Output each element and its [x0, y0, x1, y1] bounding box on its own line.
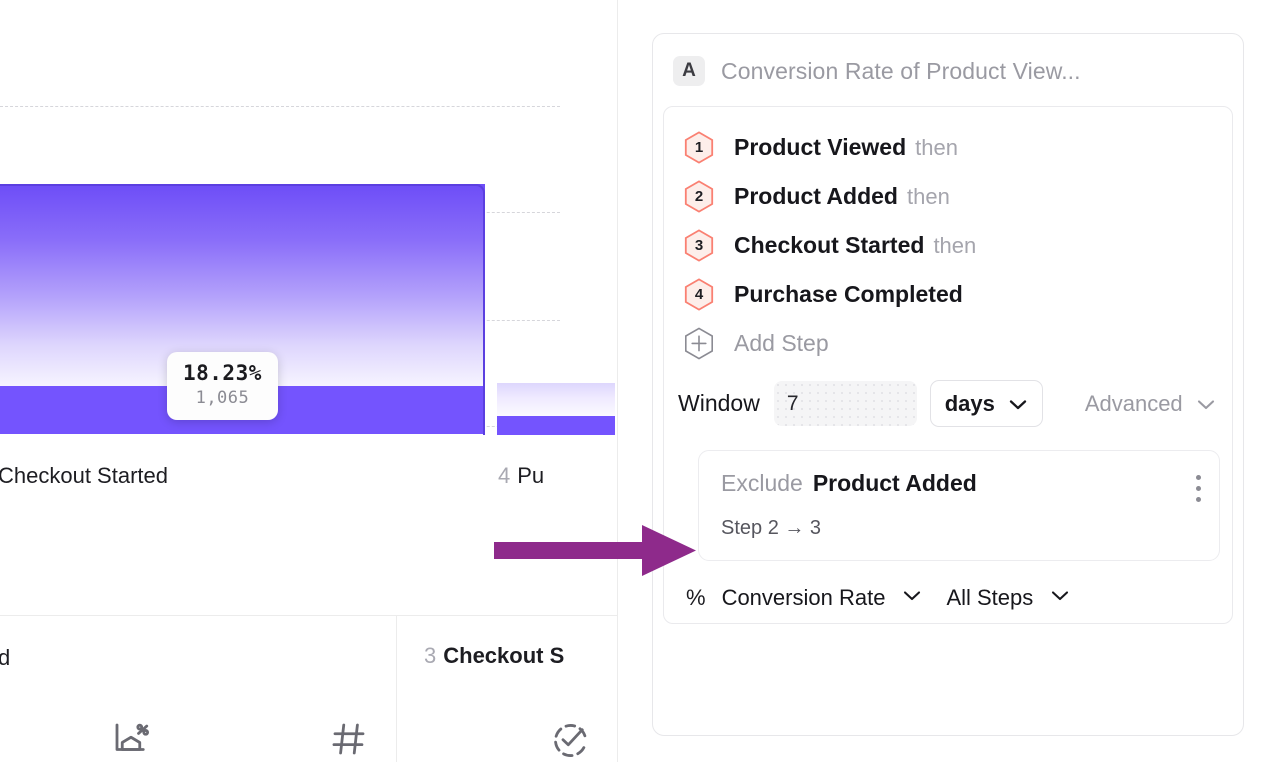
scope-select-label[interactable]: All Steps [946, 585, 1034, 610]
step-label-wrap: Checkout Started then [734, 232, 976, 259]
circle-check-icon[interactable] [549, 718, 591, 762]
advanced-toggle[interactable]: Advanced [1085, 391, 1216, 417]
lower-axis-label-checkout: 3 Checkout S [424, 643, 564, 669]
bar-gradient-body [497, 383, 615, 416]
step-number-hexagon-icon: 2 [684, 180, 714, 213]
window-unit-label: days [944, 390, 995, 416]
panel-divider [396, 615, 397, 762]
lower-axis-label-partial: d [0, 645, 10, 671]
funnel-step-1[interactable]: 1 Product Viewed then [664, 123, 1232, 172]
exclude-rule-header: Exclude Product Added [721, 470, 1200, 497]
tooltip-value: 18.23% [183, 361, 262, 385]
window-label: Window [678, 390, 760, 416]
exclude-rule-range: Step 2 → 3 [721, 517, 822, 539]
axis-label-text: Checkout Started [0, 463, 168, 488]
metric-row: % Conversion Rate All Steps [664, 561, 1232, 611]
lower-axis-label-text: Checkout S [443, 643, 565, 668]
percent-icon: % [686, 585, 706, 610]
tooltip-count: 1,065 [195, 387, 250, 408]
exclude-rule-card[interactable]: Exclude Product Added Step 2 → 3 [698, 450, 1220, 561]
advanced-label: Advanced [1084, 390, 1183, 416]
step-label-wrap: Purchase Completed [734, 281, 972, 308]
step-name: Checkout Started [734, 232, 925, 258]
step-name: Product Viewed [734, 134, 907, 160]
funnel-bar-purchase-completed[interactable] [497, 383, 615, 435]
step-number: 2 [694, 188, 704, 205]
metric-select-label[interactable]: Conversion Rate [721, 585, 886, 610]
step-number: 3 [694, 237, 704, 254]
funnel-builder-panel: A Conversion Rate of Product View... 1 P… [652, 33, 1244, 736]
funnel-step-3[interactable]: 3 Checkout Started then [664, 221, 1232, 270]
window-row: Window days Advanced [664, 368, 1232, 427]
chevron-down-icon [1196, 391, 1216, 417]
step-label-wrap: Product Viewed then [734, 134, 958, 161]
builder-header: A Conversion Rate of Product View... [653, 34, 1243, 106]
window-value-input[interactable] [773, 381, 917, 426]
chevron-down-icon[interactable] [1050, 589, 1070, 607]
add-step-label: Add Step [734, 330, 829, 356]
step-number: 4 [694, 286, 704, 303]
chevron-down-icon [1008, 391, 1028, 417]
funnel-title[interactable]: Conversion Rate of Product View... [721, 57, 1081, 84]
steps-card: 1 Product Viewed then 2 Product Added then [663, 106, 1233, 624]
axis-label-text: Pu [517, 463, 545, 488]
step-number-hexagon-icon: 3 [684, 229, 714, 262]
section-divider [0, 615, 617, 616]
funnel-step-4[interactable]: 4 Purchase Completed [664, 270, 1232, 319]
step-name: Product Added [734, 183, 898, 209]
funnel-chart-pane: 18.23% 1,065 Checkout Started 4 Pu d 3 Che… [0, 0, 617, 762]
window-unit-select[interactable]: days [929, 380, 1043, 427]
step-number: 1 [694, 139, 704, 156]
step-number-hexagon-icon: 1 [684, 131, 714, 164]
add-step-hexagon-plus-icon [684, 327, 714, 360]
funnel-step-2[interactable]: 2 Product Added then [664, 172, 1232, 221]
lower-axis-label-number: 3 [424, 643, 437, 668]
step-name: Purchase Completed [734, 281, 963, 307]
lower-axis-label-text: d [0, 645, 11, 670]
step-then: then [933, 233, 977, 258]
main-vertical-divider [617, 0, 618, 762]
step-then: then [906, 184, 950, 209]
chart-tooltip: 18.23% 1,065 [167, 352, 278, 420]
percent-bar-chart-icon[interactable] [110, 718, 152, 762]
add-step-button[interactable]: Add Step [664, 319, 1232, 368]
axis-label-checkout-started: Checkout Started [0, 463, 168, 489]
chevron-down-icon[interactable] [902, 589, 922, 607]
gridline [0, 106, 560, 107]
exclude-prefix: Exclude [721, 470, 803, 496]
axis-label-purchase-completed: 4 Pu [498, 463, 544, 489]
step-number-hexagon-icon: 4 [684, 278, 714, 311]
bar-solid-base [497, 416, 615, 435]
series-badge-a[interactable]: A [673, 56, 705, 86]
exclude-event-name: Product Added [812, 470, 977, 496]
axis-label-number: 4 [498, 463, 511, 488]
hash-icon[interactable] [328, 718, 370, 762]
exclude-rule-menu-icon[interactable] [1196, 475, 1201, 502]
step-then: then [915, 135, 958, 160]
step-label-wrap: Product Added then [734, 183, 950, 210]
